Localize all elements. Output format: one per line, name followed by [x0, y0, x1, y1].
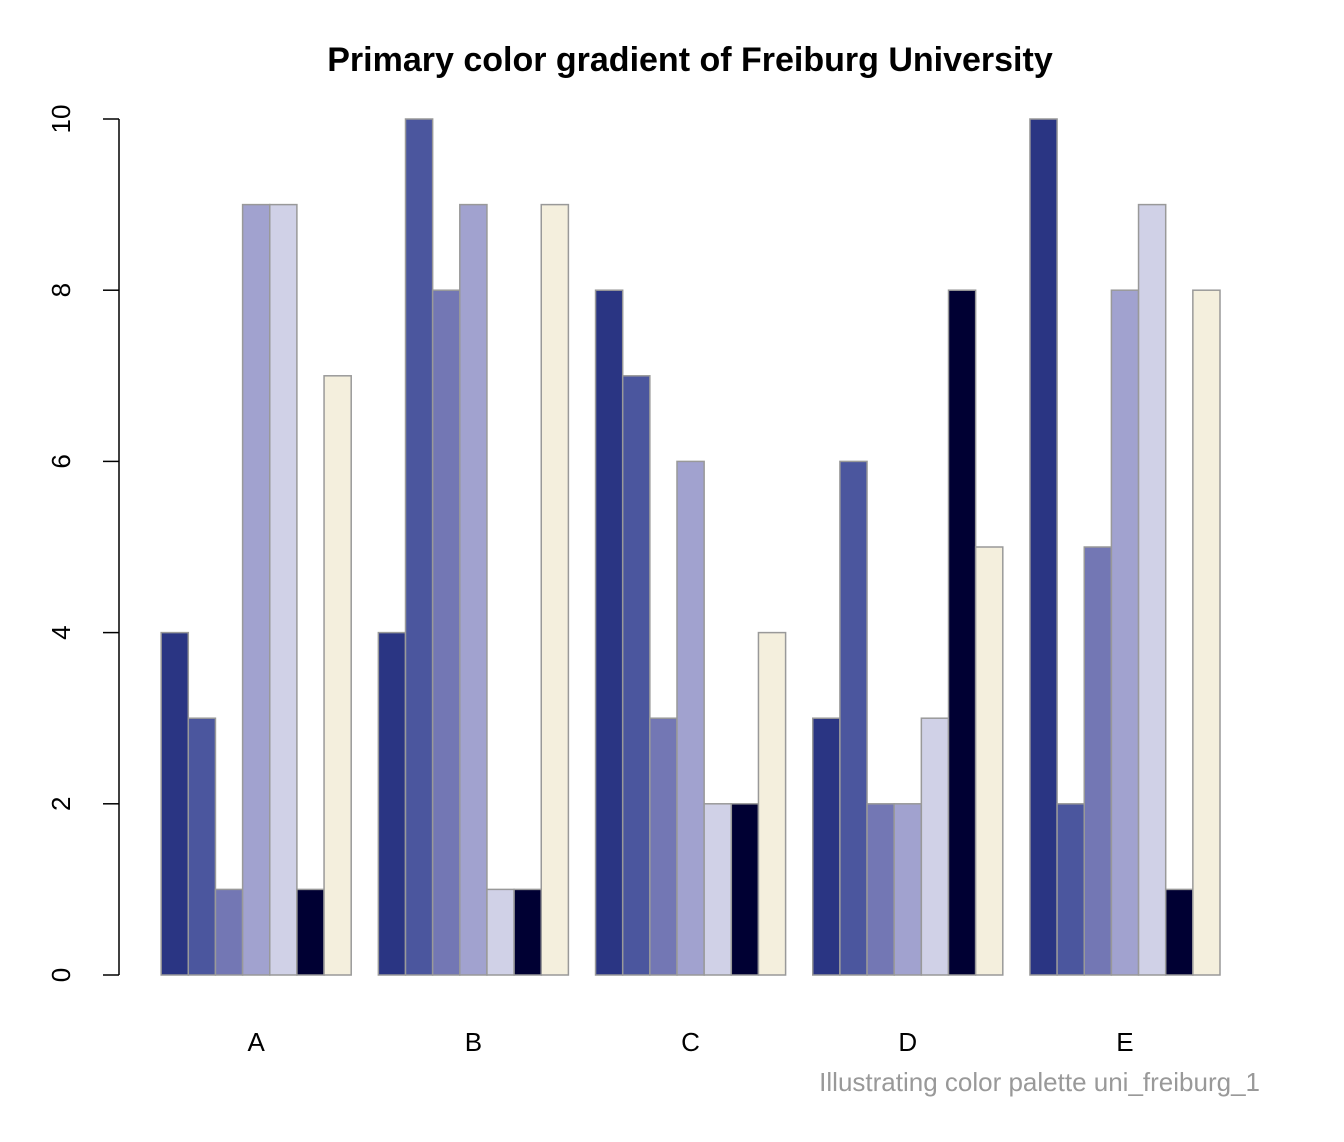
bar: [866, 803, 895, 976]
bar: [214, 888, 244, 976]
bar: [649, 717, 678, 976]
x-tick-label: B: [465, 1027, 482, 1057]
bar: [1056, 803, 1085, 976]
bar: [1192, 289, 1221, 976]
y-tick-label: 6: [46, 454, 76, 468]
bar: [757, 631, 787, 976]
bar: [947, 289, 977, 976]
bar: [1137, 203, 1167, 976]
bar: [513, 888, 542, 976]
y-tick-label: 0: [46, 968, 76, 982]
chart-title: Primary color gradient of Freiburg Unive…: [327, 41, 1053, 79]
bar: [621, 375, 651, 976]
bar: [241, 203, 271, 976]
bar: [486, 888, 515, 976]
bar: [404, 118, 434, 976]
bar: [296, 888, 325, 976]
bar: [540, 203, 570, 976]
x-tick-label: E: [1116, 1027, 1133, 1057]
bar: [1029, 118, 1058, 976]
bar: [187, 717, 217, 976]
caption: Illustrating color palette uni_freiburg_…: [819, 1067, 1260, 1097]
bar: [839, 460, 868, 976]
bar: [431, 289, 461, 976]
bar: [459, 203, 488, 976]
bar: [1083, 546, 1113, 976]
bar: [812, 717, 841, 976]
bar: [676, 460, 705, 976]
y-tick-label: 2: [46, 797, 76, 811]
bar: [1110, 289, 1140, 976]
x-tick-label: C: [681, 1027, 700, 1057]
y-tick-label: 10: [46, 105, 76, 134]
bar: [269, 203, 298, 976]
bar: [730, 803, 760, 976]
bar: [377, 631, 407, 976]
x-tick-label: D: [898, 1027, 917, 1057]
bar: [1164, 888, 1194, 976]
y-tick-label: 4: [46, 625, 76, 639]
bar: [974, 546, 1004, 976]
bar: [160, 631, 190, 976]
bar: [920, 717, 950, 976]
x-tick-label: A: [248, 1027, 266, 1057]
bar: [323, 375, 352, 976]
bar: [594, 289, 624, 976]
bar: [703, 803, 733, 976]
y-tick-label: 8: [46, 283, 76, 297]
bar: [893, 803, 923, 976]
